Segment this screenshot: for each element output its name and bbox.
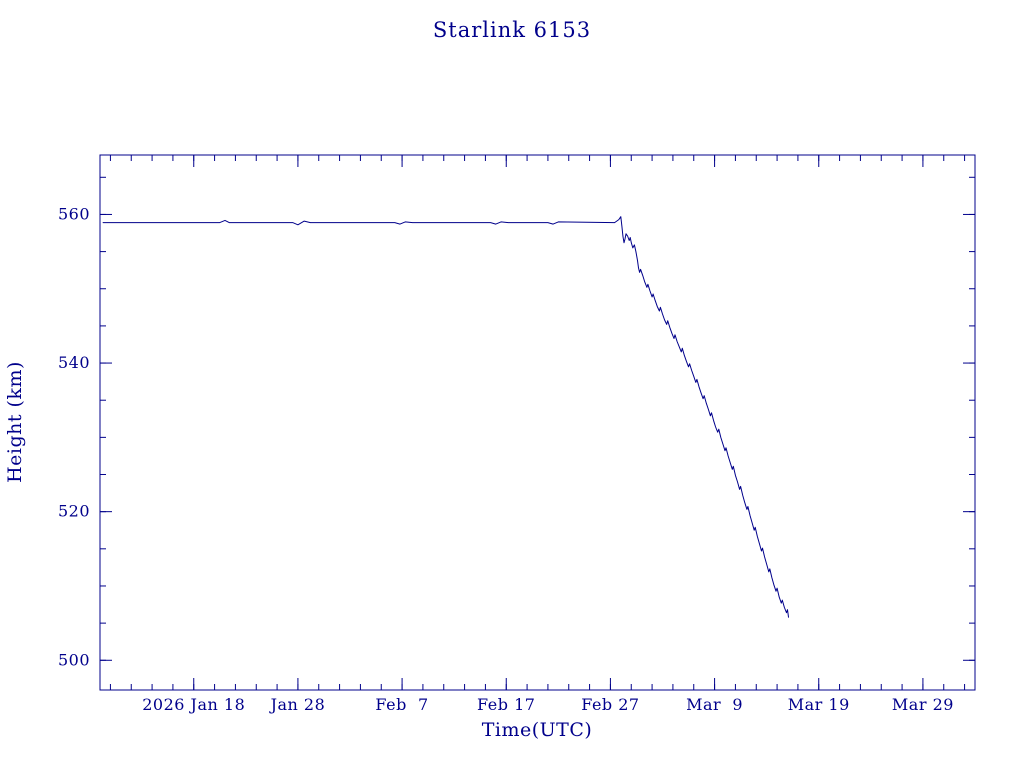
x-axis: 2026 Jan 18 Jan 28 Feb 7 Feb 17 Feb 27 Mar 9 M… xyxy=(109,155,966,714)
x-tick-label: Mar 19 xyxy=(788,695,850,714)
chart-title: Starlink 6153 xyxy=(433,18,591,42)
plot-frame xyxy=(99,154,976,691)
x-tick-label: Mar 9 xyxy=(686,695,743,714)
x-tick-label: Feb 27 xyxy=(581,695,639,714)
x-tick-label: 2026 Jan 18 xyxy=(142,695,245,714)
x-tick-label: Jan 28 xyxy=(269,695,326,714)
height-series-line xyxy=(102,216,789,618)
y-axis-label: Height (km) xyxy=(4,361,26,483)
x-tick-label: Feb 17 xyxy=(477,695,535,714)
x-tick-label: Feb 7 xyxy=(375,695,428,714)
y-tick-label: 500 xyxy=(58,650,90,669)
plot-area: 2026 Jan 18 Jan 28 Feb 7 Feb 17 Feb 27 Mar 9 M… xyxy=(58,154,976,714)
x-axis-label: Time(UTC) xyxy=(482,719,593,741)
y-tick-label: 560 xyxy=(58,204,90,223)
y-axis: 500 520 540 560 xyxy=(58,176,975,669)
y-tick-label: 520 xyxy=(58,502,90,521)
x-tick-label: Mar 29 xyxy=(892,695,954,714)
y-tick-label: 540 xyxy=(58,353,90,372)
